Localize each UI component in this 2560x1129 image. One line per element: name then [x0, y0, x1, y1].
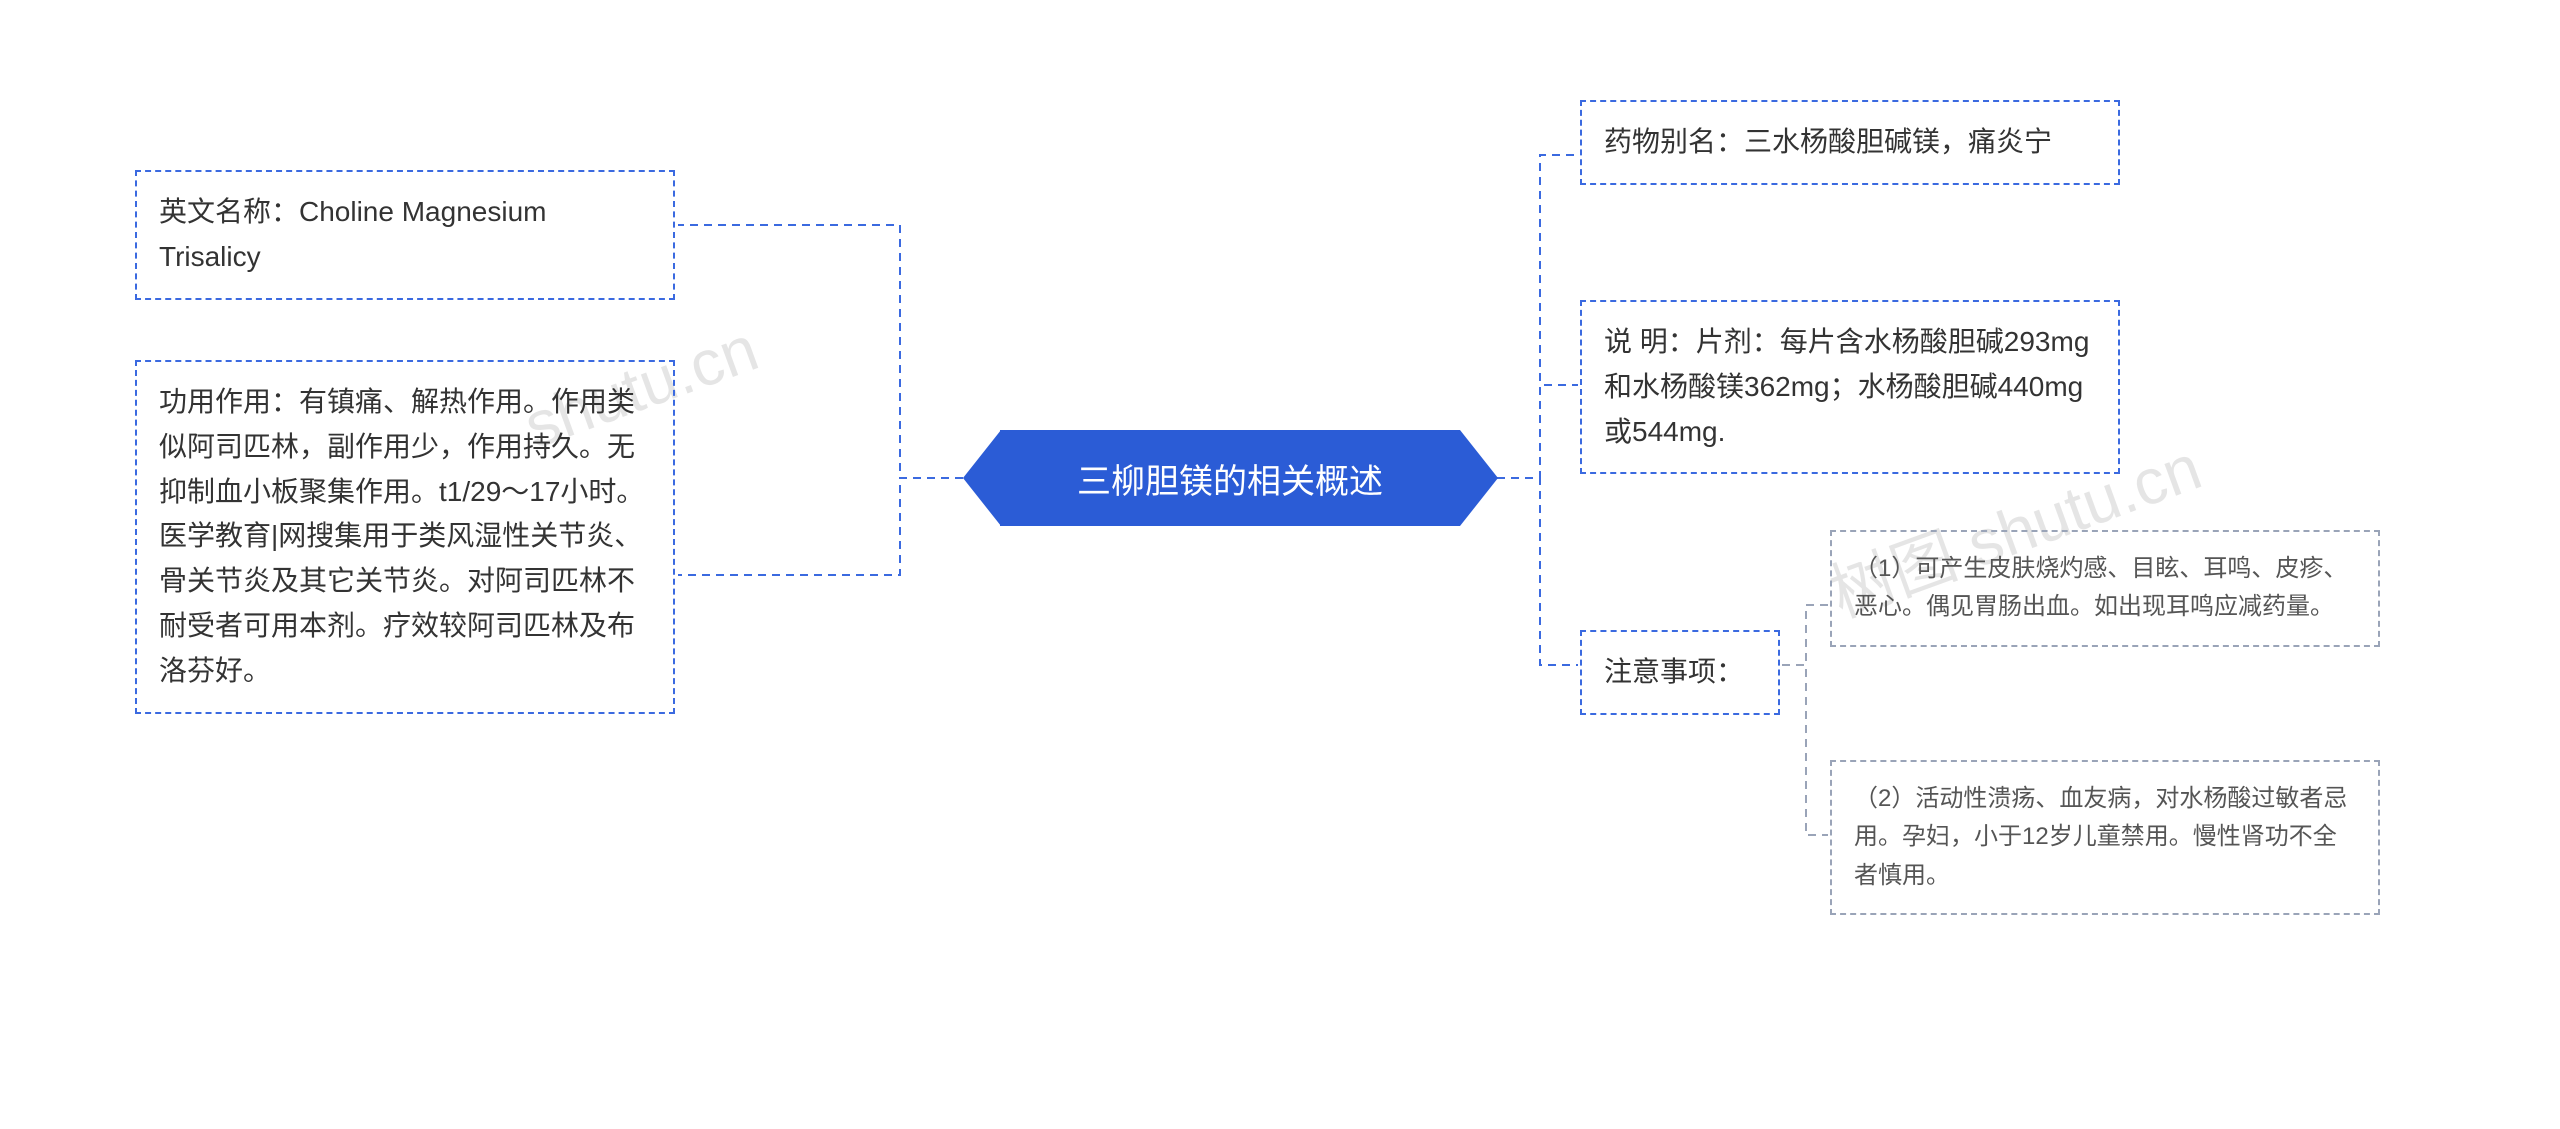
- precautions-label-text: 注意事项：: [1604, 656, 1744, 687]
- connector-precaution-1: [1782, 605, 1828, 665]
- connector-precaution-2: [1782, 665, 1828, 835]
- english-name-text: 英文名称：Choline Magnesium Trisalicy: [159, 196, 546, 272]
- connector-right-alias: [1497, 155, 1578, 478]
- node-precautions-label: 注意事项：: [1580, 630, 1780, 715]
- center-title: 三柳胆镁的相关概述: [1077, 454, 1383, 503]
- description-text: 说 明：片剂：每片含水杨酸胆碱293mg和水杨酸镁362mg；水杨酸胆碱440m…: [1604, 326, 2089, 447]
- node-precaution-1: （1）可产生皮肤烧灼感、目眩、耳鸣、皮疹、恶心。偶见胃肠出血。如出现耳鸣应减药量…: [1830, 530, 2380, 647]
- node-function: 功用作用：有镇痛、解热作用。作用类似阿司匹林，副作用少，作用持久。无抑制血小板聚…: [135, 360, 675, 714]
- connector-left-english: [678, 225, 963, 478]
- center-arrow-right: [1460, 430, 1498, 526]
- precaution-1-text: （1）可产生皮肤烧灼感、目眩、耳鸣、皮疹、恶心。偶见胃肠出血。如出现耳鸣应减药量…: [1854, 555, 2347, 620]
- center-node: 三柳胆镁的相关概述: [1000, 430, 1460, 526]
- connector-right-desc: [1497, 385, 1578, 478]
- function-text: 功用作用：有镇痛、解热作用。作用类似阿司匹林，副作用少，作用持久。无抑制血小板聚…: [159, 386, 644, 686]
- node-english-name: 英文名称：Choline Magnesium Trisalicy: [135, 170, 675, 300]
- connector-left-function: [678, 478, 963, 575]
- node-precaution-2: （2）活动性溃疡、血友病，对水杨酸过敏者忌用。孕妇，小于12岁儿童禁用。慢性肾功…: [1830, 760, 2380, 915]
- alias-text: 药物别名：三水杨酸胆碱镁，痛炎宁: [1604, 126, 2052, 157]
- node-description: 说 明：片剂：每片含水杨酸胆碱293mg和水杨酸镁362mg；水杨酸胆碱440m…: [1580, 300, 2120, 474]
- node-alias: 药物别名：三水杨酸胆碱镁，痛炎宁: [1580, 100, 2120, 185]
- connector-right-precautions: [1497, 478, 1578, 665]
- precaution-2-text: （2）活动性溃疡、血友病，对水杨酸过敏者忌用。孕妇，小于12岁儿童禁用。慢性肾功…: [1854, 785, 2347, 889]
- center-arrow-left: [963, 430, 1001, 526]
